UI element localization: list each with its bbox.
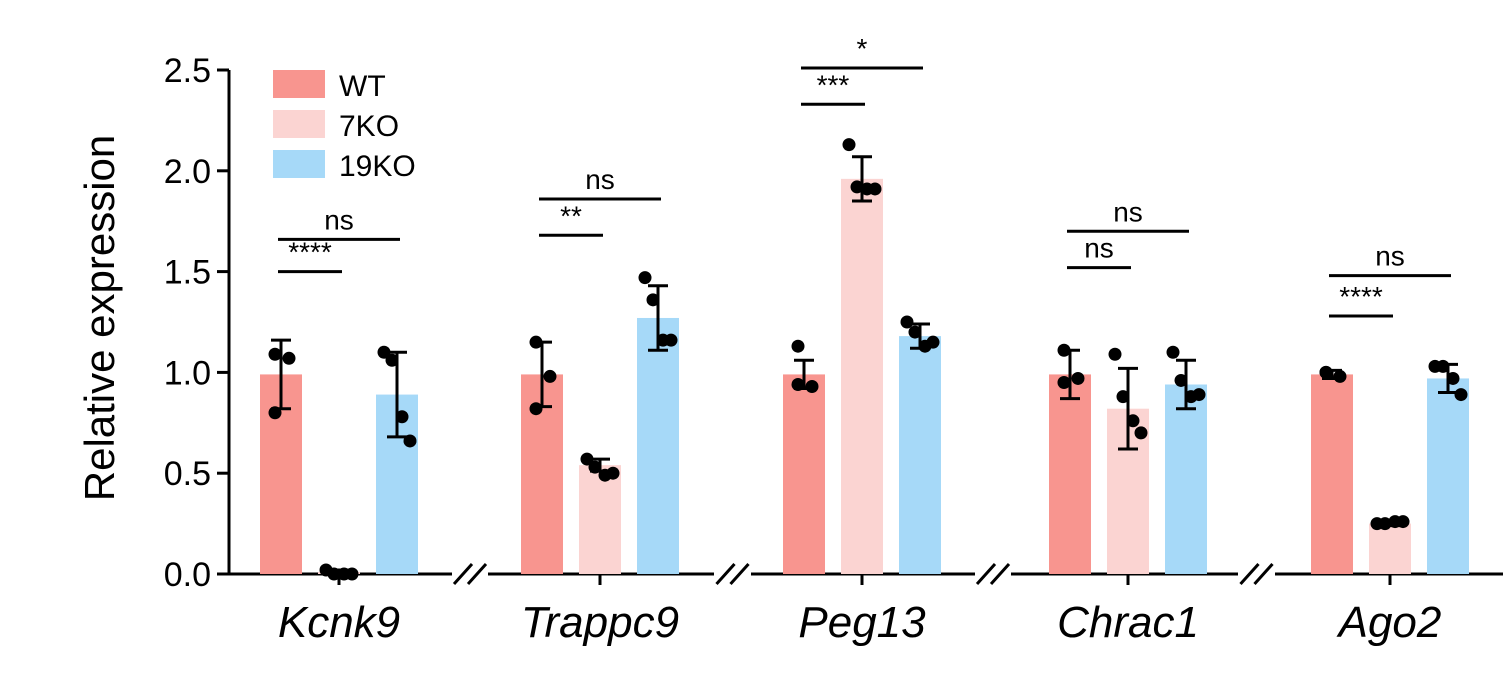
gene-label-Trappc9: Trappc9 (521, 598, 679, 647)
significance-label: **** (1339, 281, 1383, 312)
bar-Chrac1-19KO (1165, 384, 1207, 574)
data-point (1166, 345, 1180, 359)
bar-Chrac1-WT (1049, 374, 1091, 574)
axis-break-mark (466, 562, 488, 586)
legend-swatch-19KO (273, 150, 325, 178)
data-point (638, 271, 652, 285)
data-point (868, 182, 882, 196)
data-point (1057, 375, 1071, 389)
y-tick-label: 1.0 (164, 354, 211, 392)
bar-Ago2-7KO (1369, 523, 1411, 574)
data-point (588, 460, 602, 474)
axis-break-mark (729, 562, 750, 586)
data-point (282, 351, 296, 365)
axis-break-mark (975, 562, 997, 586)
data-point (791, 339, 805, 353)
data-point (1071, 371, 1085, 385)
significance-label: **** (288, 237, 332, 268)
bar-Ago2-WT (1311, 374, 1353, 574)
data-point (1116, 390, 1130, 404)
data-point (1436, 359, 1450, 373)
y-tick-label: 1.5 (164, 254, 211, 292)
data-point (908, 325, 922, 339)
data-point (1126, 414, 1140, 428)
significance-label: *** (817, 69, 850, 100)
data-point (529, 335, 543, 349)
data-point (791, 377, 805, 391)
data-point (1174, 373, 1188, 387)
gene-label-Ago2: Ago2 (1336, 598, 1442, 647)
data-point (395, 410, 409, 424)
data-point (1192, 388, 1206, 402)
legend-swatch-WT (273, 70, 325, 98)
legend-label-7KO: 7KO (339, 110, 399, 143)
significance-label: ns (1113, 196, 1143, 227)
bar-Trappc9-7KO (579, 465, 621, 574)
axis-break-mark (1239, 562, 1260, 586)
data-point (345, 567, 359, 581)
legend-label-19KO: 19KO (339, 150, 416, 183)
data-point (850, 180, 864, 194)
bar-Peg13-WT (783, 374, 825, 574)
y-tick-label: 0.0 (164, 556, 211, 594)
data-point (900, 315, 914, 329)
data-point (1446, 371, 1460, 385)
data-point (327, 567, 341, 581)
significance-label: ns (1375, 241, 1405, 272)
data-point (606, 466, 620, 480)
data-point (1454, 388, 1468, 402)
gene-label-Chrac1: Chrac1 (1057, 598, 1199, 647)
data-point (268, 347, 282, 361)
data-point (805, 380, 819, 394)
bar-Peg13-7KO (841, 178, 883, 574)
data-point (268, 406, 282, 420)
gene-label-Peg13: Peg13 (798, 598, 926, 647)
significance-label: ns (1084, 233, 1114, 264)
data-point (1319, 365, 1333, 379)
bar-Peg13-19KO (899, 336, 941, 574)
data-point (403, 434, 417, 448)
y-tick-label: 2.0 (164, 153, 211, 191)
data-point (664, 333, 678, 347)
data-point (646, 293, 660, 307)
bar-Trappc9-19KO (637, 317, 679, 574)
y-tick-label: 0.5 (164, 455, 211, 493)
gene-label-Kcnk9: Kcnk9 (278, 598, 400, 647)
axis-break-mark (1253, 562, 1274, 586)
data-point (1396, 515, 1410, 529)
y-tick-label: 2.5 (164, 52, 211, 90)
axis-break-mark (715, 562, 736, 586)
axis-break-mark (989, 562, 1011, 586)
data-point (1134, 426, 1148, 440)
significance-label: * (857, 33, 868, 64)
data-point (529, 402, 543, 416)
data-point (1057, 343, 1071, 357)
axis-break-mark (452, 562, 474, 586)
legend-label-WT: WT (339, 70, 386, 103)
bar-Ago2-19KO (1427, 378, 1469, 574)
y-axis-title: Relative expression (76, 135, 123, 502)
data-point (842, 138, 856, 152)
data-point (1108, 347, 1122, 361)
data-point (1333, 369, 1347, 383)
data-point (1378, 517, 1392, 531)
significance-label: ** (560, 200, 582, 231)
significance-label: ns (324, 204, 354, 235)
data-point (543, 369, 557, 383)
data-point (377, 345, 391, 359)
legend-swatch-7KO (273, 110, 325, 138)
data-point (926, 335, 940, 349)
data-point (580, 452, 594, 466)
significance-label: ns (585, 164, 615, 195)
legend: WT 7KO 19KO (273, 70, 416, 183)
data-point (385, 353, 399, 367)
